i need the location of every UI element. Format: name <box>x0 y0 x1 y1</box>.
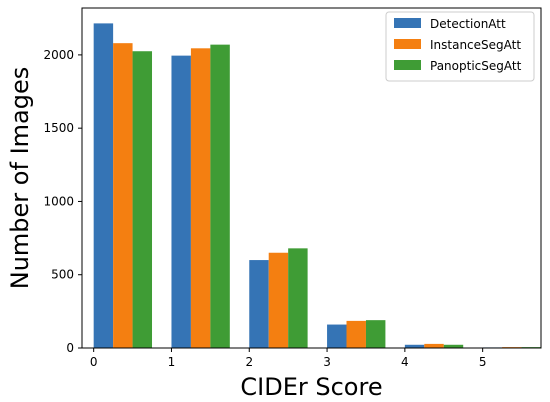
legend-swatch-panopticsegatt <box>394 60 421 70</box>
legend: DetectionAtt InstanceSegAtt PanopticSegAtt <box>385 11 535 82</box>
bar-detectionatt-0 <box>93 23 114 348</box>
bar-panopticsegatt-3 <box>365 320 386 348</box>
x-tick-label: 5 <box>479 355 487 369</box>
legend-swatch-detectionatt <box>394 18 421 28</box>
bar-instancesegatt-1 <box>190 48 211 348</box>
x-tick-label: 1 <box>168 355 176 369</box>
bar-panopticsegatt-0 <box>132 51 153 348</box>
plot-border <box>81 7 542 349</box>
y-tick-label: 1000 <box>43 194 74 208</box>
legend-label-panopticsegatt: PanopticSegAtt <box>430 59 522 73</box>
bar-panopticsegatt-1 <box>210 44 230 348</box>
x-axis: 0 1 2 3 4 5 <box>90 348 487 369</box>
x-tick-label: 3 <box>323 355 331 369</box>
plot-frame <box>81 7 542 349</box>
bar-panopticsegatt-2 <box>288 248 308 348</box>
y-tick-label: 500 <box>51 268 74 282</box>
bar-instancesegatt-3 <box>346 320 366 348</box>
legend-label-detectionatt: DetectionAtt <box>430 17 506 31</box>
legend-swatch-instancesegatt <box>394 39 421 49</box>
x-tick-label: 2 <box>245 355 253 369</box>
y-axis-title: Number of Images <box>6 67 34 289</box>
y-tick-label: 2000 <box>43 48 74 62</box>
bar-panopticsegatt-4 <box>443 344 464 348</box>
x-tick-label: 0 <box>90 355 98 369</box>
bar-detectionatt-4 <box>404 344 425 348</box>
bar-detectionatt-2 <box>249 260 269 348</box>
bar-instancesegatt-4 <box>424 343 444 348</box>
x-tick-label: 4 <box>401 355 409 369</box>
legend-label-instancesegatt: InstanceSegAtt <box>430 38 521 52</box>
y-tick-label: 0 <box>66 341 74 355</box>
bar-instancesegatt-2 <box>268 252 289 348</box>
bar-instancesegatt-0 <box>113 43 133 348</box>
y-tick-label: 1500 <box>43 121 74 135</box>
bar-detectionatt-3 <box>327 324 347 348</box>
legend-box <box>385 11 535 82</box>
bars <box>93 23 541 349</box>
y-axis: 0 500 1000 1500 2000 <box>43 48 82 355</box>
bar-detectionatt-1 <box>171 55 191 349</box>
x-axis-title: CIDEr Score <box>240 373 382 401</box>
